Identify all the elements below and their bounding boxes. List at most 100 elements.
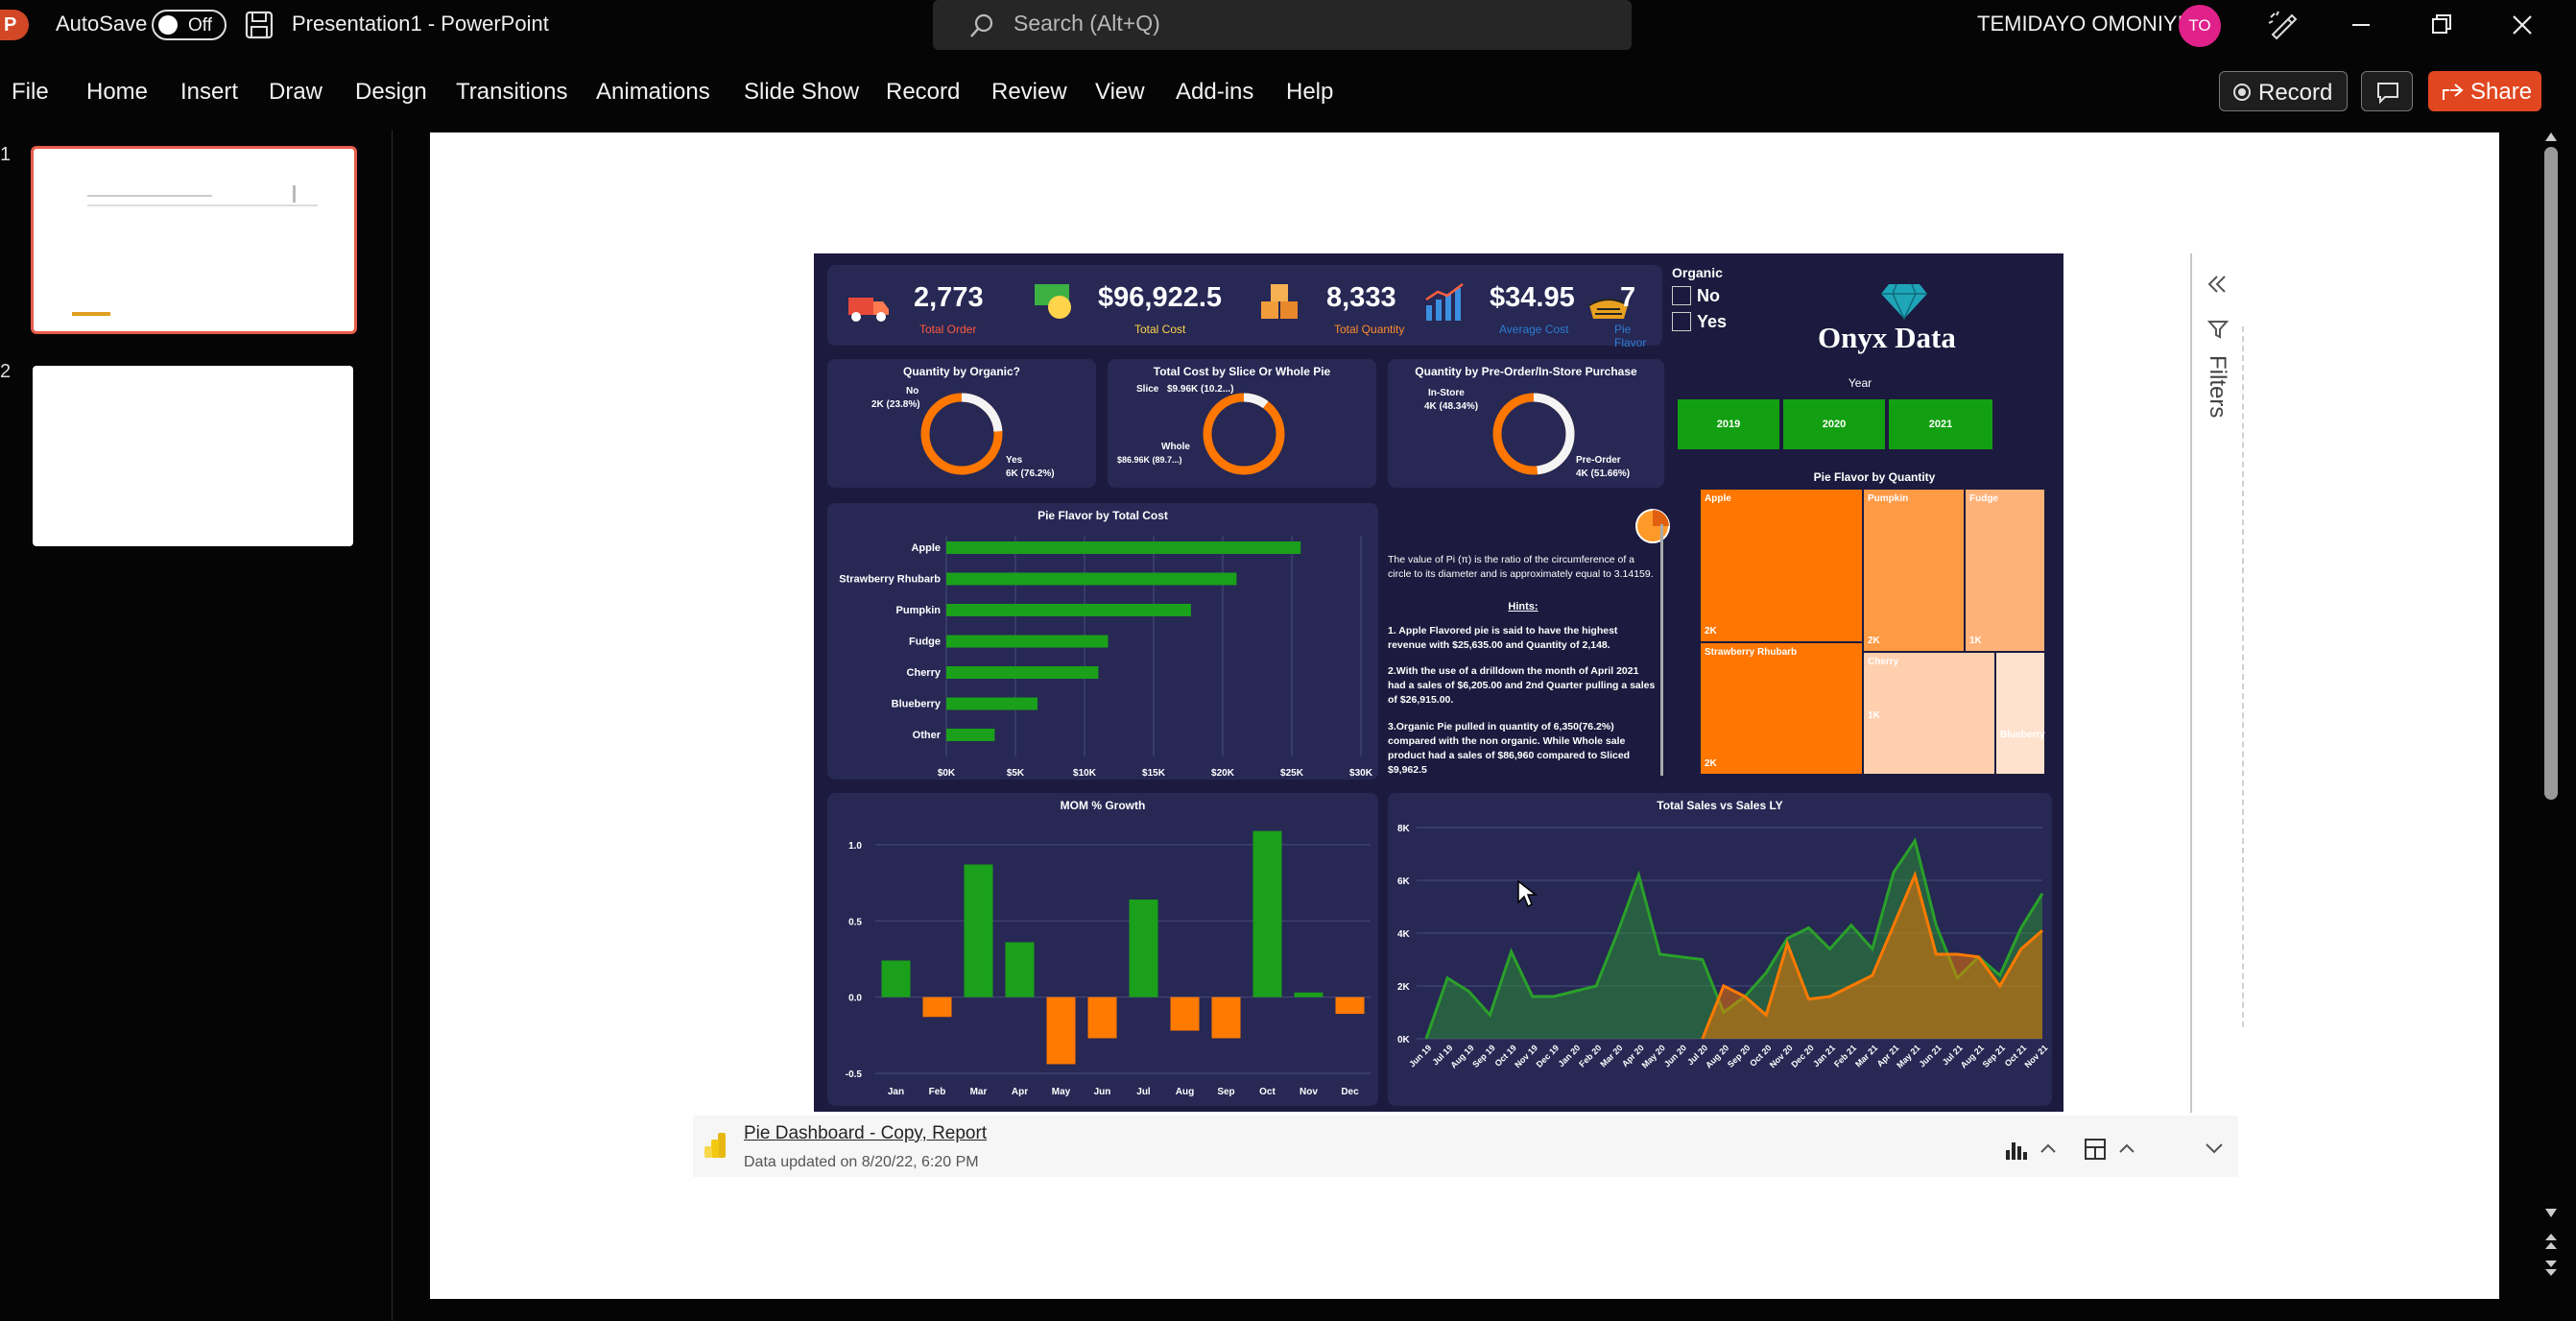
chart-title: MOM % Growth	[1060, 799, 1146, 812]
mom-growth-bar-chart[interactable]: 1.0 0.5 0.0 -0.5 Jan Feb Mar Apr May Jun Jul Aug Sep…	[827, 814, 1378, 1106]
comment-icon	[2377, 83, 2398, 105]
donut-purchase-chart[interactable]	[1490, 390, 1578, 478]
x-tick-label: Sep 21	[1981, 1043, 2008, 1069]
chart-title: Pie Flavor by Total Cost	[1038, 509, 1168, 522]
treemap-cell-label: Cherry	[1868, 657, 1899, 667]
report-name-link[interactable]: Pie Dashboard - Copy, Report	[744, 1123, 988, 1143]
treemap-cell-label: Apple	[1705, 493, 1731, 504]
series-line	[1701, 870, 2043, 1040]
next-slide-icon[interactable]	[2543, 1259, 2559, 1278]
tab-home[interactable]: Home	[86, 79, 149, 105]
year-2019-button[interactable]: 2019	[1678, 399, 1779, 449]
minimize-icon[interactable]	[2340, 6, 2382, 44]
record-button[interactable]: Record	[2219, 71, 2348, 111]
year-2021-button[interactable]: 2021	[1889, 399, 1992, 449]
tab-animations[interactable]: Animations	[596, 79, 710, 105]
tab-draw[interactable]: Draw	[269, 79, 323, 105]
scroll-down-icon[interactable]	[2543, 1207, 2559, 1220]
filters-label[interactable]: Filters	[2205, 355, 2230, 419]
organic-no-label: No	[1697, 286, 1720, 305]
close-icon[interactable]	[2501, 6, 2543, 44]
donut-top-label: Slice	[1136, 384, 1159, 395]
scroll-up-icon[interactable]	[2543, 130, 2559, 143]
tab-file[interactable]: File	[12, 79, 49, 105]
scrollbar-thumb[interactable]	[2544, 147, 2558, 800]
tab-design[interactable]: Design	[355, 79, 427, 105]
category-label: Pumpkin	[896, 605, 942, 616]
slide-thumbnail-1[interactable]	[31, 146, 357, 334]
donut-top-value: 2K (23.8%)	[871, 399, 920, 410]
pie-icon	[1588, 299, 1629, 319]
tab-review[interactable]: Review	[991, 79, 1067, 105]
y-tick-label: 1.0	[848, 841, 862, 852]
tab-add-ins[interactable]: Add-ins	[1176, 79, 1254, 105]
pen-icon[interactable]	[2265, 8, 2300, 42]
vertical-scrollbar[interactable]	[2541, 130, 2561, 1321]
power-bi-dashboard[interactable]: 2,773 Total Order $96,922.5 Total Cost 8…	[814, 253, 2063, 1112]
brand-name: Onyx Data	[1818, 321, 1956, 354]
donut-organic-chart[interactable]	[918, 390, 1006, 478]
y-tick-label: 8K	[1397, 824, 1411, 834]
donut-purchase-panel: Quantity by Pre-Order/In-Store Purchase …	[1388, 359, 1664, 488]
tab-slide-show[interactable]: Slide Show	[744, 79, 860, 105]
hints-scrollbar[interactable]	[1660, 524, 1663, 776]
year-2020-button[interactable]: 2020	[1783, 399, 1885, 449]
autosave-toggle[interactable]: Off	[152, 10, 227, 40]
x-tick-label: Jun 19	[1407, 1043, 1433, 1069]
tab-record[interactable]: Record	[886, 79, 961, 105]
thumbnail-number-2: 2	[0, 361, 12, 382]
bar	[922, 997, 952, 1018]
restore-icon[interactable]	[2421, 6, 2463, 44]
share-button[interactable]: Share	[2428, 71, 2541, 111]
search-box[interactable]: Search (Alt+Q)	[933, 0, 1632, 50]
treemap-cell-apple[interactable]: Apple 2K	[1701, 490, 1862, 641]
x-tick-label: Sep 19	[1470, 1043, 1497, 1069]
x-tick-label: May 20	[1640, 1043, 1667, 1069]
treemap-cell-cherry[interactable]: Cherry 1K	[1864, 653, 1994, 774]
category-label: Cherry	[907, 667, 942, 679]
donut-bottom-label: Yes	[1006, 455, 1023, 466]
treemap-cell-fudge[interactable]: Fudge 1K	[1966, 490, 2044, 651]
slide-thumbnail-2[interactable]	[33, 366, 353, 546]
x-tick-label: $0K	[938, 768, 956, 778]
chevron-up-icon[interactable]	[2039, 1141, 2058, 1156]
chevron-up-icon[interactable]	[2117, 1141, 2136, 1156]
x-tick-label: Jan 21	[1811, 1043, 1837, 1069]
avatar[interactable]: TO	[2179, 5, 2221, 47]
mouse-cursor-icon	[1517, 879, 1538, 908]
x-tick-label: $25K	[1280, 768, 1304, 778]
layout-icon[interactable]	[2083, 1137, 2108, 1162]
filter-icon[interactable]	[2207, 319, 2229, 340]
user-name: TEMIDAYO OMONIYI	[1977, 12, 2183, 36]
organic-no-checkbox[interactable]	[1672, 286, 1691, 305]
x-tick-label: Nov 20	[1768, 1043, 1795, 1069]
x-tick-label: $30K	[1349, 768, 1373, 778]
donut-slice-chart[interactable]	[1200, 390, 1288, 478]
hints-title: Hints:	[1508, 601, 1538, 612]
tab-insert[interactable]: Insert	[180, 79, 239, 105]
organic-yes-checkbox[interactable]	[1672, 312, 1691, 331]
chevron-down-icon[interactable]	[2204, 1141, 2225, 1156]
delivery-truck-icon	[848, 298, 889, 322]
bar	[946, 697, 1038, 710]
growth-chart-icon	[1425, 283, 1464, 321]
comments-button[interactable]	[2361, 71, 2413, 111]
x-tick-label: Sep	[1217, 1087, 1234, 1097]
donut-major-segment	[1203, 393, 1285, 475]
flavor-cost-bar-chart[interactable]: $0K $5K $10K $15K $20K $25K $30K Apple Strawberr…	[827, 524, 1378, 778]
tab-transitions[interactable]: Transitions	[456, 79, 568, 105]
y-tick-label: 2K	[1397, 982, 1411, 993]
boxes-icon	[1261, 284, 1298, 319]
treemap-cell-strawberry-rhubarb[interactable]: Strawberry Rhubarb 2K	[1701, 643, 1862, 774]
x-tick-label: May 21	[1895, 1043, 1921, 1069]
tab-view[interactable]: View	[1095, 79, 1145, 105]
previous-slide-icon[interactable]	[2543, 1232, 2559, 1251]
save-icon[interactable]	[244, 10, 274, 40]
bar	[1170, 997, 1200, 1031]
collapse-chevrons-icon[interactable]	[2206, 273, 2229, 296]
treemap-cell-blueberry[interactable]: Blueberry	[1996, 653, 2045, 774]
tab-help[interactable]: Help	[1286, 79, 1334, 105]
bar-chart-icon[interactable]	[2004, 1139, 2029, 1162]
treemap-cell-pumpkin[interactable]: Pumpkin 2K	[1864, 490, 1964, 651]
